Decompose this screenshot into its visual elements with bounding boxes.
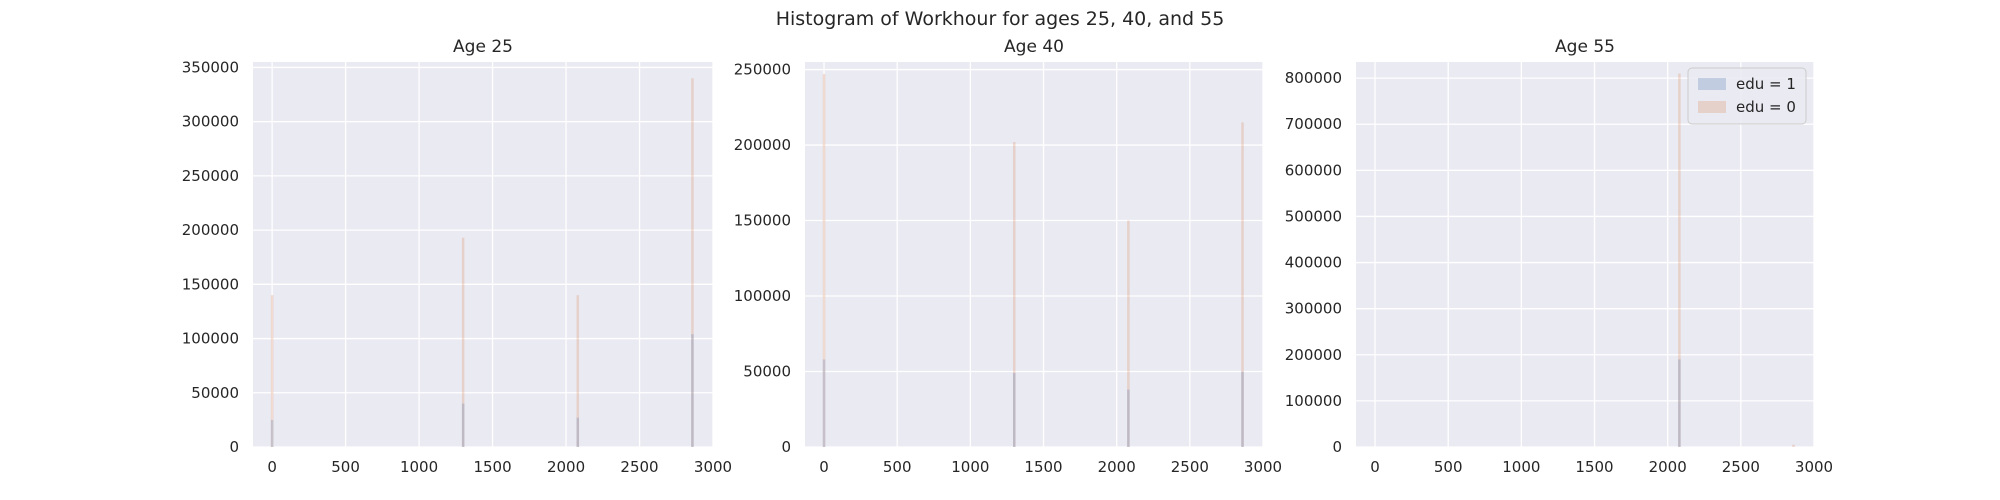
- x-tick-label: 2500: [1722, 458, 1760, 476]
- y-tick-label: 0: [229, 438, 239, 456]
- bar-edu-0: [461, 237, 465, 447]
- x-tick-label: 0: [1370, 458, 1380, 476]
- bar-edu-0: [1678, 73, 1681, 447]
- bar-edu-0: [576, 295, 580, 447]
- legend-swatch: [1698, 78, 1726, 90]
- x-tick-label: 2500: [1171, 458, 1209, 476]
- bar-edu-1: [1012, 373, 1016, 447]
- x-tick-label: 500: [1434, 458, 1463, 476]
- bar-edu-1: [1241, 371, 1244, 447]
- x-tick-label: 0: [267, 458, 277, 476]
- subplot-title: Age 40: [1004, 37, 1064, 57]
- x-tick-label: 3000: [1795, 458, 1833, 476]
- legend: edu = 1 edu = 0: [1687, 67, 1807, 125]
- y-tick-label: 200000: [182, 221, 239, 239]
- y-tick-label: 50000: [743, 363, 791, 381]
- legend-label: edu = 1: [1736, 75, 1796, 93]
- subplot-age-2: 0 500 1000 1500 2000 2500 3000 0 50000 100000 1500…: [734, 37, 1282, 476]
- bar-edu-1: [1678, 359, 1681, 447]
- bar-edu-0: [691, 78, 694, 447]
- y-tick-label: 250000: [734, 61, 791, 79]
- y-tick-label: 350000: [182, 58, 239, 76]
- x-tick-label: 1500: [1024, 458, 1062, 476]
- y-tick-label: 200000: [1285, 346, 1342, 364]
- x-tick-label: 1000: [400, 458, 438, 476]
- x-tick-label: 0: [819, 458, 829, 476]
- y-tick-label: 300000: [182, 113, 239, 131]
- x-tick-label: 500: [331, 458, 360, 476]
- bar-edu-1: [576, 417, 580, 447]
- x-tick-label: 2000: [1098, 458, 1136, 476]
- legend-label: edu = 0: [1736, 98, 1796, 116]
- y-tick-label: 500000: [1285, 207, 1342, 225]
- subplot-panels: 0 500 1000 1500 2000 2500 30000500001000001500…: [182, 37, 1833, 476]
- x-tick-label: 1500: [473, 458, 511, 476]
- x-tick-label: 1000: [1502, 458, 1540, 476]
- subplot-age-3: 0 500 1000 1500 2000 2500 3000 0 100000 200000 300…: [1285, 37, 1833, 476]
- bar-edu-1: [270, 419, 274, 447]
- bar-edu-1: [691, 334, 694, 447]
- axes-background: [805, 62, 1263, 447]
- y-tick-label: 700000: [1285, 115, 1342, 133]
- legend-swatch: [1698, 101, 1726, 113]
- y-tick-label: 100000: [182, 330, 239, 348]
- y-tick-label: 200000: [734, 136, 791, 154]
- x-tick-label: 2500: [620, 458, 658, 476]
- y-tick-label: 400000: [1285, 254, 1342, 272]
- bar-edu-0: [1241, 122, 1244, 448]
- axes-background: [253, 62, 713, 447]
- axes-background: [1356, 62, 1814, 447]
- bar-edu-0: [1127, 220, 1130, 447]
- bar-edu-0: [1792, 444, 1795, 447]
- x-tick-label: 500: [883, 458, 912, 476]
- subplot-title: Age 55: [1555, 37, 1615, 57]
- figure-title: Histogram of Workhour for ages 25, 40, a…: [776, 8, 1225, 30]
- x-tick-label: 2000: [547, 458, 585, 476]
- bar-edu-1: [461, 403, 465, 447]
- x-tick-label: 1500: [1575, 458, 1613, 476]
- subplot-title: Age 25: [453, 37, 513, 57]
- bar-edu-1: [822, 359, 826, 447]
- y-tick-label: 50000: [191, 384, 239, 402]
- y-tick-label: 300000: [1285, 300, 1342, 318]
- subplot-age-1: 0 500 1000 1500 2000 2500 3000 0 50000 100000 1500…: [182, 37, 732, 476]
- y-tick-label: 600000: [1285, 161, 1342, 179]
- y-tick-label: 150000: [734, 212, 791, 230]
- bar-edu-0: [1012, 142, 1016, 448]
- y-tick-label: 0: [1332, 438, 1342, 456]
- x-tick-label: 2000: [1649, 458, 1687, 476]
- bar-edu-0: [822, 74, 826, 447]
- bar-edu-0: [270, 295, 274, 447]
- x-tick-label: 3000: [694, 458, 732, 476]
- y-tick-label: 250000: [182, 167, 239, 185]
- y-tick-label: 100000: [1285, 392, 1342, 410]
- x-tick-label: 1000: [951, 458, 989, 476]
- y-tick-label: 0: [781, 438, 791, 456]
- bar-edu-1: [1127, 389, 1130, 447]
- y-tick-label: 100000: [734, 287, 791, 305]
- legend-box: [1687, 67, 1807, 125]
- x-tick-label: 3000: [1244, 458, 1282, 476]
- y-tick-label: 150000: [182, 275, 239, 293]
- y-tick-label: 800000: [1285, 69, 1342, 87]
